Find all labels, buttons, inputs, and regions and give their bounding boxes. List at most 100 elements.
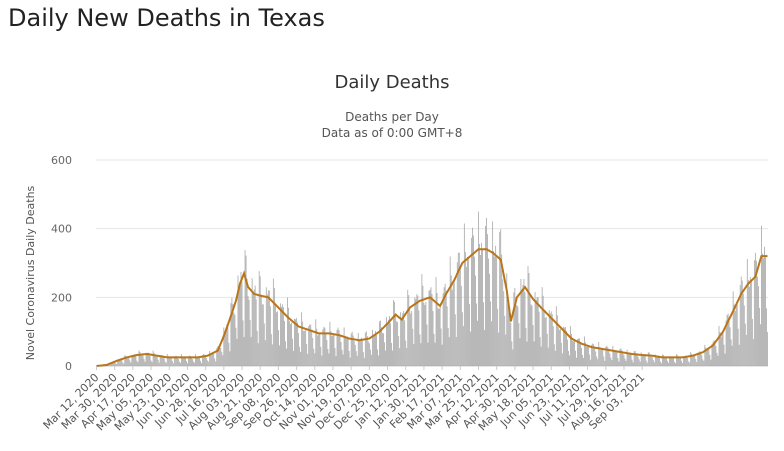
bar xyxy=(242,320,244,366)
bar xyxy=(418,310,420,366)
bar xyxy=(421,274,423,366)
bar xyxy=(400,312,402,366)
bar xyxy=(373,334,375,366)
bar xyxy=(452,283,454,366)
bar xyxy=(729,327,731,366)
bar xyxy=(688,361,690,366)
bar xyxy=(353,341,355,366)
bar xyxy=(317,335,319,366)
bar xyxy=(192,359,193,366)
y-tick-label: 0 xyxy=(65,360,72,373)
bar xyxy=(656,355,658,366)
bar xyxy=(113,362,115,366)
bar xyxy=(285,341,286,366)
bar xyxy=(149,356,151,366)
bar xyxy=(747,279,749,366)
bar xyxy=(761,225,762,366)
bar xyxy=(368,343,370,366)
bar xyxy=(288,307,289,366)
bar xyxy=(391,342,392,366)
bar xyxy=(239,281,241,366)
bar xyxy=(741,280,743,366)
bar xyxy=(277,330,279,366)
bar xyxy=(246,278,248,366)
bar xyxy=(179,362,181,366)
bar xyxy=(666,358,667,366)
bar xyxy=(564,326,566,366)
bar xyxy=(618,361,620,366)
bar xyxy=(259,276,261,366)
bar xyxy=(349,357,351,366)
bar xyxy=(270,334,272,366)
bar xyxy=(339,336,341,366)
bar xyxy=(582,354,583,366)
bar xyxy=(599,347,601,366)
bar xyxy=(153,352,155,366)
bar xyxy=(498,332,500,366)
bar xyxy=(143,358,145,366)
bar xyxy=(461,312,463,366)
bar xyxy=(230,303,232,366)
chart-subtitle-line-2: Data as of 0:00 GMT+8 xyxy=(321,126,463,140)
bar xyxy=(161,355,163,366)
bar xyxy=(332,333,334,366)
bar xyxy=(512,349,514,366)
bar xyxy=(152,350,154,366)
bar xyxy=(624,358,626,366)
bar xyxy=(303,330,305,366)
bar xyxy=(742,293,744,366)
bar xyxy=(445,290,447,366)
bar xyxy=(749,277,751,366)
bar xyxy=(569,355,570,366)
bar xyxy=(428,290,430,366)
bar xyxy=(668,362,669,366)
bar xyxy=(352,335,354,366)
bar xyxy=(648,352,650,366)
bar xyxy=(322,329,324,366)
bar xyxy=(734,310,736,366)
bar xyxy=(544,317,546,366)
bar xyxy=(466,256,468,366)
bar xyxy=(347,338,349,366)
bar xyxy=(558,329,560,366)
bar xyxy=(223,327,225,366)
bar xyxy=(591,344,593,366)
bar xyxy=(345,338,347,366)
bar xyxy=(524,292,526,366)
bar xyxy=(527,266,529,366)
bar xyxy=(612,345,614,366)
bar xyxy=(528,273,530,366)
bar xyxy=(712,342,714,366)
bar xyxy=(330,331,332,366)
bar xyxy=(622,353,624,366)
bar xyxy=(677,355,678,366)
bar xyxy=(651,357,653,366)
bar xyxy=(626,349,628,366)
bar xyxy=(508,304,510,366)
bar xyxy=(485,225,486,366)
bar xyxy=(291,322,292,366)
bar xyxy=(194,362,195,366)
bar xyxy=(108,365,110,366)
bar xyxy=(281,306,282,366)
bar xyxy=(376,334,377,366)
bar xyxy=(219,347,221,366)
bar xyxy=(299,346,301,366)
bar xyxy=(334,348,336,366)
bar xyxy=(760,324,761,366)
bar xyxy=(172,363,174,366)
bar xyxy=(120,358,122,366)
bar xyxy=(510,322,512,366)
bar xyxy=(481,242,482,366)
bar xyxy=(307,353,309,366)
bar xyxy=(132,355,134,366)
bar xyxy=(585,342,587,366)
bar xyxy=(597,359,599,366)
bar xyxy=(377,349,378,366)
bar xyxy=(586,346,588,366)
bar xyxy=(200,360,201,366)
bar xyxy=(386,317,387,366)
bar xyxy=(613,350,615,366)
bar xyxy=(567,339,568,366)
bar xyxy=(620,348,622,366)
